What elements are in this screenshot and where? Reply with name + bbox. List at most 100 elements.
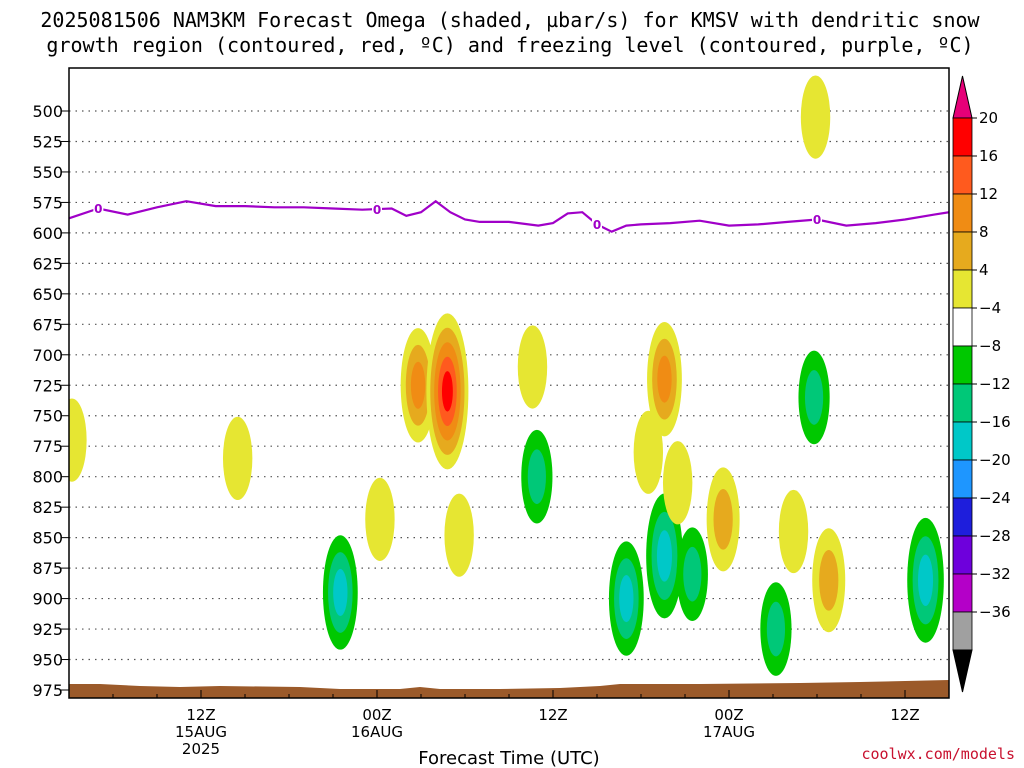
colorbar-label-12: −32 (979, 565, 1011, 583)
freezing-level-label-1: 0 (373, 203, 381, 217)
ytick-label-700: 700 (32, 346, 63, 365)
omega-cell-9 (619, 575, 634, 623)
ytick-label-550: 550 (32, 163, 63, 182)
colorbar-swatch-9 (952, 459, 973, 499)
colorbar-label-11: −28 (979, 527, 1011, 545)
ytick-label-525: 525 (32, 132, 63, 151)
omega-cell-6 (444, 493, 474, 577)
colorbar-label-2: 12 (979, 185, 998, 203)
colorbar-swatch-10 (952, 497, 973, 537)
freezing-level-label-2: 0 (593, 218, 601, 232)
ytick-label-825: 825 (32, 498, 63, 517)
colorbar: 20 16 12 8 4 −4 −8 −12 −16 −20 −24 −28 −32 −36 (952, 75, 1011, 693)
omega-cell-14 (683, 546, 702, 602)
colorbar-swatch-0 (952, 117, 973, 157)
omega-cell-16 (766, 601, 786, 657)
credit-text[interactable]: coolwx.com/models (861, 745, 1015, 763)
ytick-label-850: 850 (32, 529, 63, 548)
freezing-label-bg-3 (812, 212, 822, 226)
omega-cell-8 (527, 449, 546, 504)
colorbar-label-13: −36 (979, 603, 1011, 621)
xtick-label-2: 12Z (538, 706, 567, 724)
colorbar-label-5: −4 (979, 299, 1001, 317)
omega-cell-15 (713, 489, 733, 550)
ytick-label-675: 675 (32, 315, 63, 334)
ytick-label-950: 950 (32, 651, 63, 670)
freezing-level-label-3: 0 (813, 213, 821, 227)
ytick-label-800: 800 (32, 468, 63, 487)
freezing-label-bg-0 (93, 201, 104, 215)
ytick-label-575: 575 (32, 193, 63, 212)
xtick-date-1: 16AUG (351, 723, 403, 741)
freezing-label-bg-2 (592, 217, 602, 231)
colorbar-bottom-arrow (952, 649, 973, 693)
freezing-label-bg-1 (372, 202, 382, 216)
y-axis-ticks: 500 525 550 575 600 625 650 675 700 725 750 775 800 8… (32, 102, 69, 700)
ytick-label-775: 775 (32, 437, 63, 456)
colorbar-label-9: −20 (979, 451, 1011, 469)
colorbar-swatch-2 (952, 193, 973, 233)
xtick-label-4: 12Z (890, 706, 919, 724)
colorbar-swatch-7 (952, 383, 973, 423)
colorbar-swatch-11 (952, 535, 973, 575)
chart-title-line1: 2025081506 NAM3KM Forecast Omega (shaded… (40, 8, 980, 32)
xtick-label-0: 12Z (186, 706, 215, 724)
omega-cell-3 (365, 477, 395, 561)
omega-cell-4 (410, 361, 426, 409)
colorbar-label-10: −24 (979, 489, 1011, 507)
omega-cell-19 (800, 75, 831, 159)
ytick-label-500: 500 (32, 102, 63, 121)
omega-cell-18 (804, 370, 824, 425)
colorbar-swatch-4 (952, 269, 973, 309)
chart-title-line2: growth region (contoured, red, ºC) and f… (46, 33, 973, 57)
x-axis-label: Forecast Time (UTC) (418, 748, 599, 768)
plot-frame (68, 67, 950, 699)
omega-cell-5 (441, 371, 453, 412)
colorbar-top-arrow (952, 75, 973, 119)
omega-cell-2 (333, 568, 348, 617)
ytick-label-925: 925 (32, 620, 63, 639)
ytick-label-750: 750 (32, 407, 63, 426)
ytick-label-650: 650 (32, 285, 63, 304)
colorbar-label-6: −8 (979, 337, 1001, 355)
colorbar-swatch-5 (952, 307, 973, 347)
colorbar-label-7: −12 (979, 375, 1011, 393)
omega-cell-13 (662, 441, 693, 525)
ytick-label-875: 875 (32, 559, 63, 578)
ytick-label-725: 725 (32, 376, 63, 395)
omega-cell-7 (517, 325, 548, 409)
xtick-label-1: 00Z (362, 706, 391, 724)
omega-cell-20 (819, 549, 839, 611)
colorbar-swatch-3 (952, 231, 973, 271)
ytick-label-900: 900 (32, 590, 63, 609)
omega-cell-21 (917, 554, 934, 606)
colorbar-swatch-13 (952, 611, 973, 651)
ytick-label-600: 600 (32, 224, 63, 243)
omega-shading (69, 75, 944, 676)
ytick-label-975: 975 (32, 681, 63, 700)
colorbar-label-4: 4 (979, 261, 989, 279)
colorbar-swatch-1 (952, 155, 973, 195)
omega-cell-12 (656, 530, 673, 582)
freezing-level-line (69, 199, 949, 233)
colorbar-swatch-12 (952, 573, 973, 613)
omega-cell-17 (778, 489, 809, 574)
ytick-label-625: 625 (32, 254, 63, 273)
xtick-date-0: 15AUG (175, 723, 227, 741)
freezing-level-label-0: 0 (94, 202, 102, 216)
omega-cell-0 (69, 398, 87, 482)
xtick-label-3: 00Z (714, 706, 743, 724)
colorbar-label-8: −16 (979, 413, 1011, 431)
omega-cell-1 (222, 416, 253, 500)
omega-cell-11 (657, 355, 672, 403)
colorbar-swatch-8 (952, 421, 973, 461)
omega-cell-10 (633, 410, 664, 494)
xtick-year-0: 2025 (182, 740, 220, 758)
colorbar-swatch-6 (952, 345, 973, 385)
colorbar-label-3: 8 (979, 223, 989, 241)
colorbar-label-0: 20 (979, 109, 998, 127)
colorbar-label-1: 16 (979, 147, 998, 165)
xtick-date-3: 17AUG (703, 723, 755, 741)
freezing-level-contour: 0 0 0 0 (69, 199, 949, 233)
